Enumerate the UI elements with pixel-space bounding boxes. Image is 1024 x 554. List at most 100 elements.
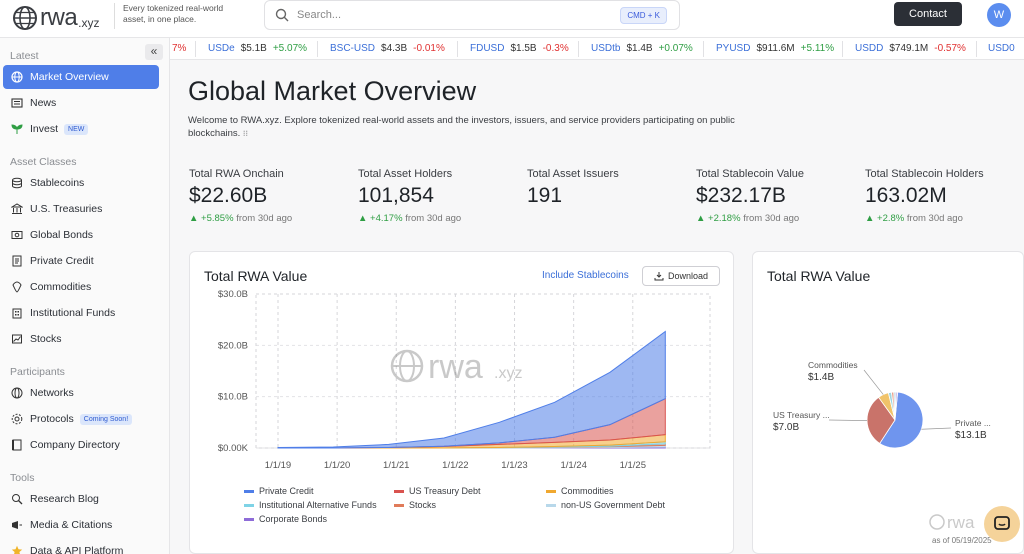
sidebar-item-research-blog[interactable]: Research Blog <box>3 487 159 511</box>
sidebar-item-market-overview[interactable]: Market Overview <box>3 65 159 89</box>
ticker-item[interactable]: USDe $5.1B +5.07% <box>208 43 307 54</box>
intro-text-body: Welcome to RWA.xyz. Explore tokenized re… <box>188 115 735 139</box>
ticker-divider <box>842 41 843 57</box>
download-icon <box>654 272 664 281</box>
ticker-change: -0.3% <box>542 43 569 54</box>
ticker-divider <box>976 41 977 57</box>
sidebar-item-label: Global Bonds <box>30 229 94 241</box>
y-tick-label: $20.0B <box>218 340 248 351</box>
sidebar-item-news[interactable]: News <box>3 91 159 115</box>
sidebar-item-stablecoins[interactable]: Stablecoins <box>3 171 159 195</box>
ticker-change: +5.11% <box>800 43 835 54</box>
pie-slice-value: $13.1B <box>955 430 987 441</box>
section-tools: Tools <box>10 472 35 484</box>
legend-item[interactable]: Commodities <box>546 486 614 496</box>
stat-value: 191 <box>527 184 563 207</box>
legend-item[interactable]: non-US Government Debt <box>546 500 665 510</box>
stat-change: ▲ +2.8% from 30d ago <box>865 213 963 224</box>
ticker-divider <box>195 41 196 57</box>
sidebar-item-label: Data & API Platform <box>30 545 124 554</box>
ticker-symbol: USDe <box>208 43 235 54</box>
pie-slice[interactable] <box>866 396 896 444</box>
stat-total-stablecoin-holders: Total Stablecoin Holders 163.02M ▲ +2.8%… <box>865 168 984 224</box>
ticker-item[interactable]: USDD $749.1M -0.57% <box>855 43 966 54</box>
pie-slice-value: $7.0B <box>773 422 799 433</box>
sidebar-item-media-citations[interactable]: Media & Citations <box>3 513 159 537</box>
contact-button[interactable]: Contact <box>894 2 962 26</box>
building-icon <box>12 308 22 319</box>
search-shortcut-badge: CMD + K <box>620 7 667 24</box>
legend-item[interactable]: Private Credit <box>244 486 314 496</box>
intro-text: Welcome to RWA.xyz. Explore tokenized re… <box>188 114 748 140</box>
legend-swatch <box>546 489 556 493</box>
pie-slice[interactable] <box>894 391 899 421</box>
sidebar-item-invest[interactable]: Invest NEW <box>3 117 159 141</box>
pie-slice[interactable] <box>879 391 924 449</box>
download-button[interactable]: Download <box>642 266 720 286</box>
ticker-item[interactable]: BSC-USD $4.3B -0.01% <box>330 43 445 54</box>
coming-soon-badge: Coming Soon! <box>79 413 133 425</box>
legend-swatch <box>244 517 254 521</box>
sidebar-item-stocks[interactable]: Stocks <box>3 327 159 351</box>
user-avatar[interactable]: W <box>987 3 1011 27</box>
x-tick-label: 1/1/21 <box>383 460 409 471</box>
sidebar-item-label: Protocols <box>30 413 74 425</box>
legend-item[interactable]: Corporate Bonds <box>244 514 327 524</box>
search-input[interactable] <box>297 9 597 21</box>
legend-item[interactable]: Stocks <box>394 500 436 510</box>
sidebar-item-label: Networks <box>30 387 74 399</box>
ticker-item[interactable]: FDUSD $1.5B -0.3% <box>470 43 569 54</box>
ticker-value: $1.5B <box>510 43 537 54</box>
search-bar[interactable]: CMD + K <box>264 0 680 30</box>
sidebar-item-label: Market Overview <box>30 71 109 83</box>
stat-label: Total Stablecoin Value <box>696 168 805 180</box>
ticker-item[interactable]: PYUSD $911.6M +5.11% <box>716 43 834 54</box>
ticker-item[interactable]: USD0 <box>988 43 1015 54</box>
pie-label-leader <box>921 427 952 430</box>
legend-item[interactable]: Institutional Alternative Funds <box>244 500 377 510</box>
ticker-divider <box>317 41 318 57</box>
chart-axes: $0.00K $10.0B $20.0B $30.0B 1/1/19 1/1/20 1/1/… <box>218 289 646 471</box>
chat-support-button[interactable] <box>984 506 1020 542</box>
newspaper-icon <box>11 98 23 108</box>
legend-item[interactable]: US Treasury Debt <box>394 486 481 496</box>
commodity-icon <box>12 281 22 293</box>
chat-icon <box>994 516 1010 530</box>
sidebar-item-protocols[interactable]: Protocols Coming Soon! <box>3 407 159 431</box>
stablecoin-ticker: 7% USDe $5.1B +5.07% BSC-USD $4.3B -0.01… <box>170 38 1024 60</box>
legend-swatch <box>546 503 556 507</box>
ticker-item[interactable]: USDtb $1.4B +0.07% <box>591 43 693 54</box>
sidebar-item-label: Company Directory <box>30 439 120 451</box>
sparkle-icon: ⁝⁝ <box>242 129 249 138</box>
area-series-private-credit[interactable] <box>277 330 666 449</box>
x-tick-label: 1/1/20 <box>324 460 350 471</box>
directory-icon <box>12 439 22 451</box>
stat-total-stablecoin-value: Total Stablecoin Value $232.17B ▲ +2.18%… <box>696 168 804 224</box>
sidebar-item-global-bonds[interactable]: Global Bonds <box>3 223 159 247</box>
stat-value: 163.02M <box>865 184 947 207</box>
stat-change-suffix: from 30d ago <box>906 213 963 224</box>
sidebar: « Latest Market Overview News Invest NEW… <box>0 38 170 554</box>
logo[interactable]: rwa .xyz <box>12 5 100 31</box>
ticker-change: -0.57% <box>934 43 966 54</box>
sidebar-item-data-api[interactable]: Data & API Platform <box>3 539 159 554</box>
collapse-sidebar-icon[interactable]: « <box>145 44 163 60</box>
svg-text:rwa: rwa <box>947 513 975 532</box>
sidebar-item-company-directory[interactable]: Company Directory <box>3 433 159 457</box>
sidebar-item-commodities[interactable]: Commodities <box>3 275 159 299</box>
sidebar-item-institutional-funds[interactable]: Institutional Funds <box>3 301 159 325</box>
star-icon <box>11 545 23 554</box>
sidebar-item-us-treasuries[interactable]: U.S. Treasuries <box>3 197 159 221</box>
pie-labels: Private ... $13.1B US Treasury ... $7.0B Com… <box>773 360 991 441</box>
ticker-divider <box>703 41 704 57</box>
new-badge: NEW <box>64 123 89 135</box>
pie-chart-card: Total RWA Value Private ... $13.1B US Trea… <box>752 251 1024 554</box>
ticker-change: -0.01% <box>413 43 445 54</box>
ticker-symbol: USDtb <box>591 43 621 54</box>
include-stablecoins-link[interactable]: Include Stablecoins <box>542 270 629 281</box>
sidebar-item-label: Private Credit <box>30 255 94 267</box>
pie-label-leader <box>828 419 868 422</box>
sidebar-item-private-credit[interactable]: Private Credit <box>3 249 159 273</box>
ticker-item[interactable]: 7% <box>172 43 186 54</box>
sidebar-item-networks[interactable]: Networks <box>3 381 159 405</box>
